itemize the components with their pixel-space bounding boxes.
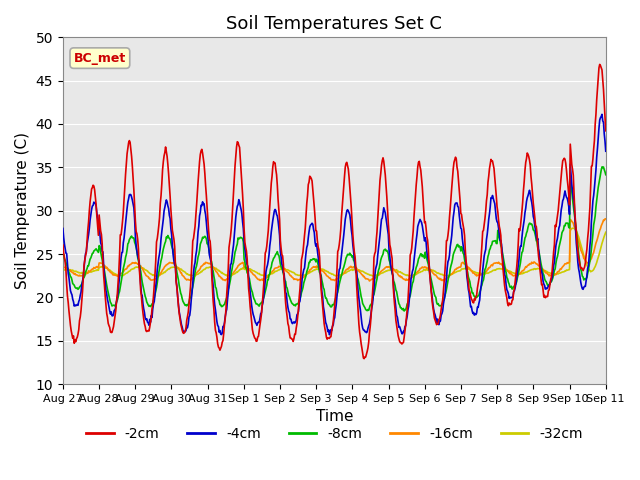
-2cm: [360, 356, 368, 361]
-8cm: [417, 251, 424, 256]
-16cm: [209, 263, 216, 269]
-4cm: [59, 226, 67, 231]
-16cm: [602, 216, 609, 222]
-32cm: [69, 267, 77, 273]
-32cm: [570, 225, 577, 231]
-16cm: [59, 264, 67, 270]
-16cm: [401, 276, 409, 282]
-2cm: [125, 140, 132, 146]
-16cm: [180, 274, 188, 279]
-32cm: [125, 269, 132, 275]
-2cm: [209, 285, 216, 290]
-2cm: [417, 168, 424, 173]
Line: -4cm: -4cm: [63, 114, 605, 335]
-8cm: [180, 300, 188, 306]
-2cm: [180, 330, 188, 336]
-16cm: [69, 270, 77, 276]
-16cm: [417, 265, 424, 271]
-2cm: [602, 128, 609, 134]
Line: -2cm: -2cm: [63, 64, 605, 359]
-32cm: [417, 269, 424, 275]
-2cm: [401, 328, 409, 334]
-8cm: [69, 281, 77, 287]
-8cm: [401, 307, 409, 312]
-8cm: [125, 240, 132, 246]
-4cm: [598, 111, 606, 117]
-32cm: [180, 269, 188, 275]
-4cm: [326, 332, 333, 337]
-32cm: [151, 274, 159, 279]
-4cm: [602, 148, 609, 154]
-32cm: [59, 267, 67, 273]
-32cm: [209, 264, 217, 270]
-8cm: [209, 266, 216, 272]
-4cm: [69, 296, 77, 302]
-4cm: [125, 196, 132, 202]
-8cm: [59, 252, 67, 257]
Line: -16cm: -16cm: [63, 219, 605, 281]
Legend: -2cm, -4cm, -8cm, -16cm, -32cm: -2cm, -4cm, -8cm, -16cm, -32cm: [80, 421, 588, 446]
-4cm: [417, 218, 424, 224]
Y-axis label: Soil Temperature (C): Soil Temperature (C): [15, 132, 30, 289]
-32cm: [401, 272, 409, 277]
-4cm: [401, 324, 409, 329]
Line: -8cm: -8cm: [63, 167, 605, 311]
-32cm: [602, 229, 609, 235]
Text: BC_met: BC_met: [74, 51, 126, 65]
-8cm: [598, 164, 606, 170]
-2cm: [596, 61, 604, 67]
-16cm: [125, 264, 132, 269]
-8cm: [602, 172, 609, 178]
-8cm: [401, 308, 408, 314]
-4cm: [180, 330, 188, 336]
-2cm: [59, 242, 67, 248]
Line: -32cm: -32cm: [63, 228, 605, 276]
-2cm: [69, 336, 77, 341]
-4cm: [209, 275, 216, 281]
-16cm: [365, 278, 373, 284]
Title: Soil Temperatures Set C: Soil Temperatures Set C: [227, 15, 442, 33]
X-axis label: Time: Time: [316, 409, 353, 424]
